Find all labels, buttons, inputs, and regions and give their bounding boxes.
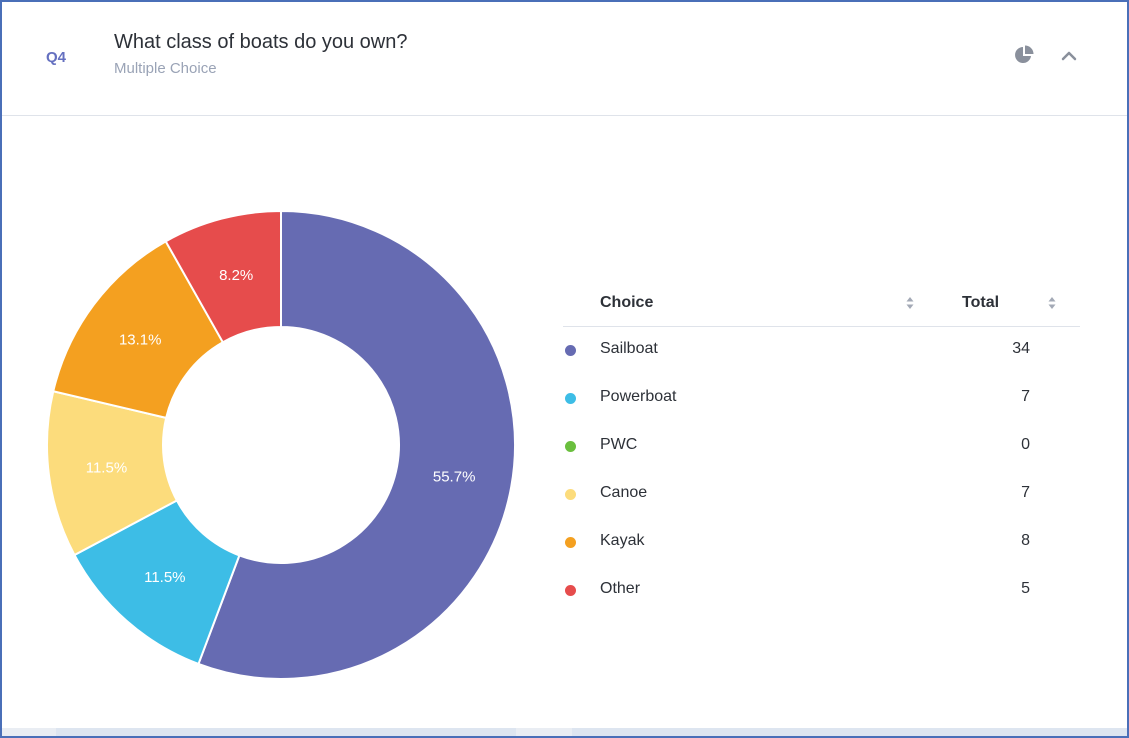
horizontal-scrollbar-thumb[interactable] [56,728,516,736]
choice-label: Sailboat [600,340,658,357]
legend-dot [565,345,576,356]
table-row: Canoe 7 [563,471,1080,519]
table-row: Kayak 8 [563,519,1080,567]
header-divider [563,326,1080,327]
total-column-header[interactable]: Total [962,280,1072,326]
choice-label: Kayak [600,532,645,549]
choice-total: 7 [1021,484,1030,501]
chevron-up-icon[interactable] [1059,48,1079,64]
sort-icon[interactable] [906,296,914,310]
horizontal-scrollbar-track [2,728,1127,736]
choice-column-header[interactable]: Choice [600,280,920,326]
sort-icon[interactable] [1048,296,1056,310]
choice-header-label: Choice [600,294,654,311]
table-row: Powerboat 7 [563,375,1080,423]
question-type: Multiple Choice [114,60,217,77]
legend-dot [565,537,576,548]
question-number: Q4 [46,49,67,66]
choice-label: Other [600,580,641,597]
choice-label: Powerboat [600,388,677,405]
choice-total: 34 [1012,340,1030,357]
choice-total: 0 [1021,436,1030,453]
legend-dot [565,393,576,404]
choice-label: Canoe [600,484,648,501]
choice-total: 7 [1021,388,1030,405]
choice-label: PWC [600,436,638,453]
choice-total: 5 [1021,580,1030,597]
table-row: Other 5 [563,567,1080,615]
legend-dot [565,441,576,452]
table-row: PWC 0 [563,423,1080,471]
horizontal-scrollbar-thumb[interactable] [572,728,1127,736]
table-row: Sailboat 34 [563,327,1080,375]
total-header-label: Total [962,294,1000,311]
question-title: What class of boats do you own? [114,31,408,53]
choice-total: 8 [1021,532,1030,549]
legend-dot [565,489,576,500]
pie-chart-icon[interactable] [1014,45,1034,65]
legend-dot [565,585,576,596]
question-header: Q4 What class of boats do you own? Multi… [2,2,1127,116]
